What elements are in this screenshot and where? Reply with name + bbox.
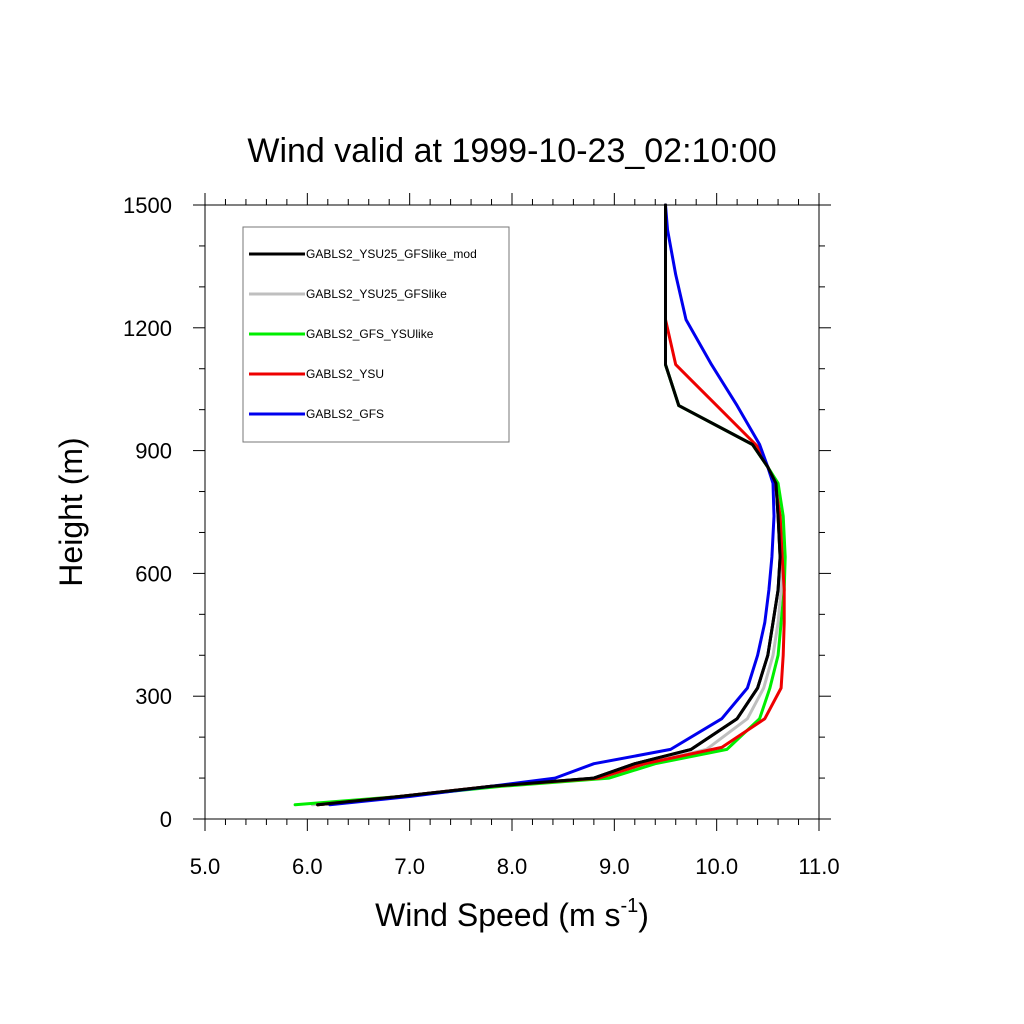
x-tick-label: 10.0	[695, 854, 738, 879]
series-line-gabls2-ysu	[316, 203, 786, 807]
x-tick-label: 8.0	[497, 854, 528, 879]
legend-label: GABLS2_GFS	[306, 407, 384, 421]
x-axis-title: Wind Speed (m s-1)	[375, 895, 649, 933]
x-tick-label: 9.0	[599, 854, 630, 879]
x-tick-labels: 5.0 6.0 7.0 8.0 9.0 10.0 11.0	[190, 854, 840, 879]
y-tick-label: 1200	[123, 316, 172, 341]
x-tick-label: 6.0	[292, 854, 323, 879]
y-tick-label: 1500	[123, 193, 172, 218]
legend-label: GABLS2_YSU25_GFSlike_mod	[306, 247, 477, 261]
chart-title: Wind valid at 1999-10-23_02:10:00	[247, 132, 776, 170]
x-tick-label: 11.0	[798, 854, 839, 879]
series-line-gabls2-gfs	[328, 203, 776, 807]
plot-frame	[204, 204, 820, 820]
y-axis-title: Height (m)	[53, 437, 89, 586]
y-tick-label: 900	[135, 439, 172, 464]
y-tick-label: 600	[135, 561, 172, 586]
y-tick-labels: 0 300 600 900 1200 1500	[123, 193, 172, 832]
legend-label: GABLS2_YSU	[306, 367, 384, 381]
x-tick-label: 7.0	[394, 854, 425, 879]
series-lines	[293, 203, 787, 807]
y-tick-label: 0	[160, 807, 172, 832]
x-tick-label: 5.0	[190, 854, 221, 879]
legend-label: GABLS2_YSU25_GFSlike	[306, 287, 447, 301]
legend-label: GABLS2_GFS_YSUlike	[306, 327, 434, 341]
legend: GABLS2_YSU25_GFSlike_mod GABLS2_YSU25_GFS…	[242, 226, 510, 443]
y-tick-label: 300	[135, 684, 172, 709]
axis-ticks	[193, 193, 831, 831]
legend-items: GABLS2_YSU25_GFSlike_mod GABLS2_YSU25_GFS…	[249, 247, 477, 421]
series-line-overlay	[316, 203, 782, 807]
